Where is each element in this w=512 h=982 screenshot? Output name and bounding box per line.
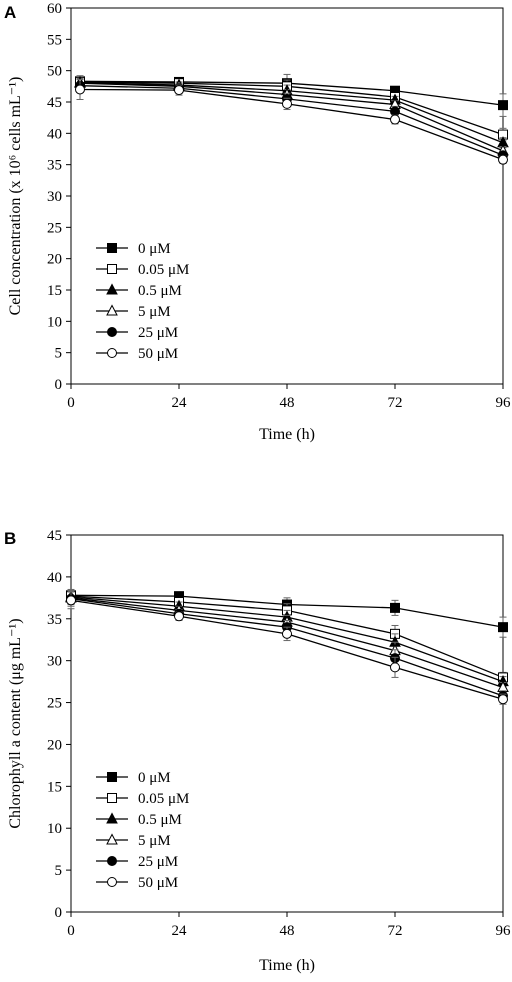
- legend-marker: [107, 264, 117, 274]
- legend-marker: [107, 793, 117, 803]
- y-tick-label: 0: [55, 905, 63, 921]
- y-tick-label: 5: [55, 863, 63, 879]
- y-tick-label: 40: [47, 126, 62, 142]
- legend-marker: [107, 327, 117, 337]
- x-tick-label: 24: [172, 923, 188, 939]
- legend-marker: [106, 304, 118, 316]
- y-tick-label: 10: [47, 821, 62, 837]
- y-tick-label: 40: [47, 570, 62, 586]
- panel-b: B 0 5 10 15 20 25 30 35 40 45 0 24 48 72 96 Time (h) Chlo…: [4, 528, 511, 974]
- y-axis-title: Chlorophyll a content (μg mL⁻¹): [7, 618, 24, 828]
- legend: 0 μM 0.05 μM 0.5 μM 5 μM 25 μM 50 μM: [96, 241, 189, 362]
- legend-marker: [106, 833, 118, 845]
- legend-label: 0.5 μM: [138, 812, 182, 828]
- y-tick-label: 15: [47, 779, 62, 795]
- data-point: [498, 154, 508, 165]
- plot-frame: [70, 7, 504, 385]
- x-tick-label: 96: [496, 923, 512, 939]
- y-tick-label: 5: [55, 346, 63, 362]
- x-tick-label: 48: [280, 923, 295, 939]
- y-tick-label: 50: [47, 64, 62, 80]
- data-point: [498, 100, 508, 111]
- y-tick-label: 10: [47, 314, 62, 330]
- x-axis-title: Time (h): [259, 957, 315, 974]
- data-point: [282, 628, 292, 639]
- y-tick-label: 45: [47, 95, 62, 111]
- data-point: [75, 84, 85, 95]
- data-point: [390, 114, 400, 125]
- data-point: [498, 622, 508, 633]
- y-tick-label: 20: [47, 737, 62, 753]
- y-tick-label: 35: [47, 158, 62, 174]
- legend-marker: [107, 856, 117, 866]
- legend-label: 0.05 μM: [138, 791, 189, 807]
- series-5: [75, 78, 508, 165]
- legend-marker: [107, 772, 117, 782]
- legend: 0 μM 0.05 μM 0.5 μM 5 μM 25 μM 50 μM: [96, 770, 189, 891]
- data-point: [174, 85, 184, 96]
- legend-label: 0.05 μM: [138, 262, 189, 278]
- x-tick-label: 48: [280, 395, 295, 411]
- y-tick-label: 30: [47, 189, 62, 205]
- data-point: [282, 98, 292, 109]
- legend-label: 0.5 μM: [138, 283, 182, 299]
- y-tick-label: 35: [47, 612, 62, 628]
- data-point: [66, 595, 76, 606]
- legend-label: 25 μM: [138, 325, 178, 341]
- legend-label: 5 μM: [138, 833, 171, 849]
- data-point: [390, 662, 400, 673]
- x-tick-label: 0: [67, 923, 75, 939]
- x-tick-label: 96: [496, 395, 512, 411]
- x-axis-title: Time (h): [259, 426, 315, 443]
- legend-label: 50 μM: [138, 875, 178, 891]
- y-tick-label: 55: [47, 32, 62, 48]
- y-tick-label: 0: [55, 377, 63, 393]
- legend-marker: [107, 243, 117, 253]
- panel-letter: A: [4, 3, 16, 22]
- legend-label: 50 μM: [138, 346, 178, 362]
- legend-label: 0 μM: [138, 770, 171, 786]
- x-tick-label: 72: [388, 923, 403, 939]
- legend-label: 25 μM: [138, 854, 178, 870]
- data-point: [498, 694, 508, 705]
- y-tick-label: 25: [47, 220, 62, 236]
- y-tick-label: 45: [47, 528, 62, 544]
- x-tick-label: 72: [388, 395, 403, 411]
- panel-a: A 0 5 10 15 20 25 30 35 40 45 50 55 60 0 24 48 72 96 Time (…: [4, 1, 511, 443]
- panel-letter: B: [4, 529, 16, 548]
- y-tick-label: 30: [47, 654, 62, 670]
- legend-marker: [106, 283, 118, 295]
- plot-frame: [70, 534, 504, 913]
- data-point: [174, 611, 184, 622]
- x-tick-label: 24: [172, 395, 188, 411]
- legend-marker: [107, 348, 117, 358]
- legend-marker: [106, 812, 118, 824]
- y-tick-label: 15: [47, 283, 62, 299]
- data-point: [390, 602, 400, 613]
- legend-label: 0 μM: [138, 241, 171, 257]
- y-tick-label: 20: [47, 252, 62, 268]
- y-tick-label: 60: [47, 1, 62, 17]
- legend-marker: [107, 877, 117, 887]
- series-5: [66, 591, 508, 705]
- x-tick-label: 0: [67, 395, 75, 411]
- y-axis-title: Cell concentration (x 10⁶ cells mL⁻¹): [7, 77, 24, 316]
- y-tick-label: 25: [47, 696, 62, 712]
- legend-label: 5 μM: [138, 304, 171, 320]
